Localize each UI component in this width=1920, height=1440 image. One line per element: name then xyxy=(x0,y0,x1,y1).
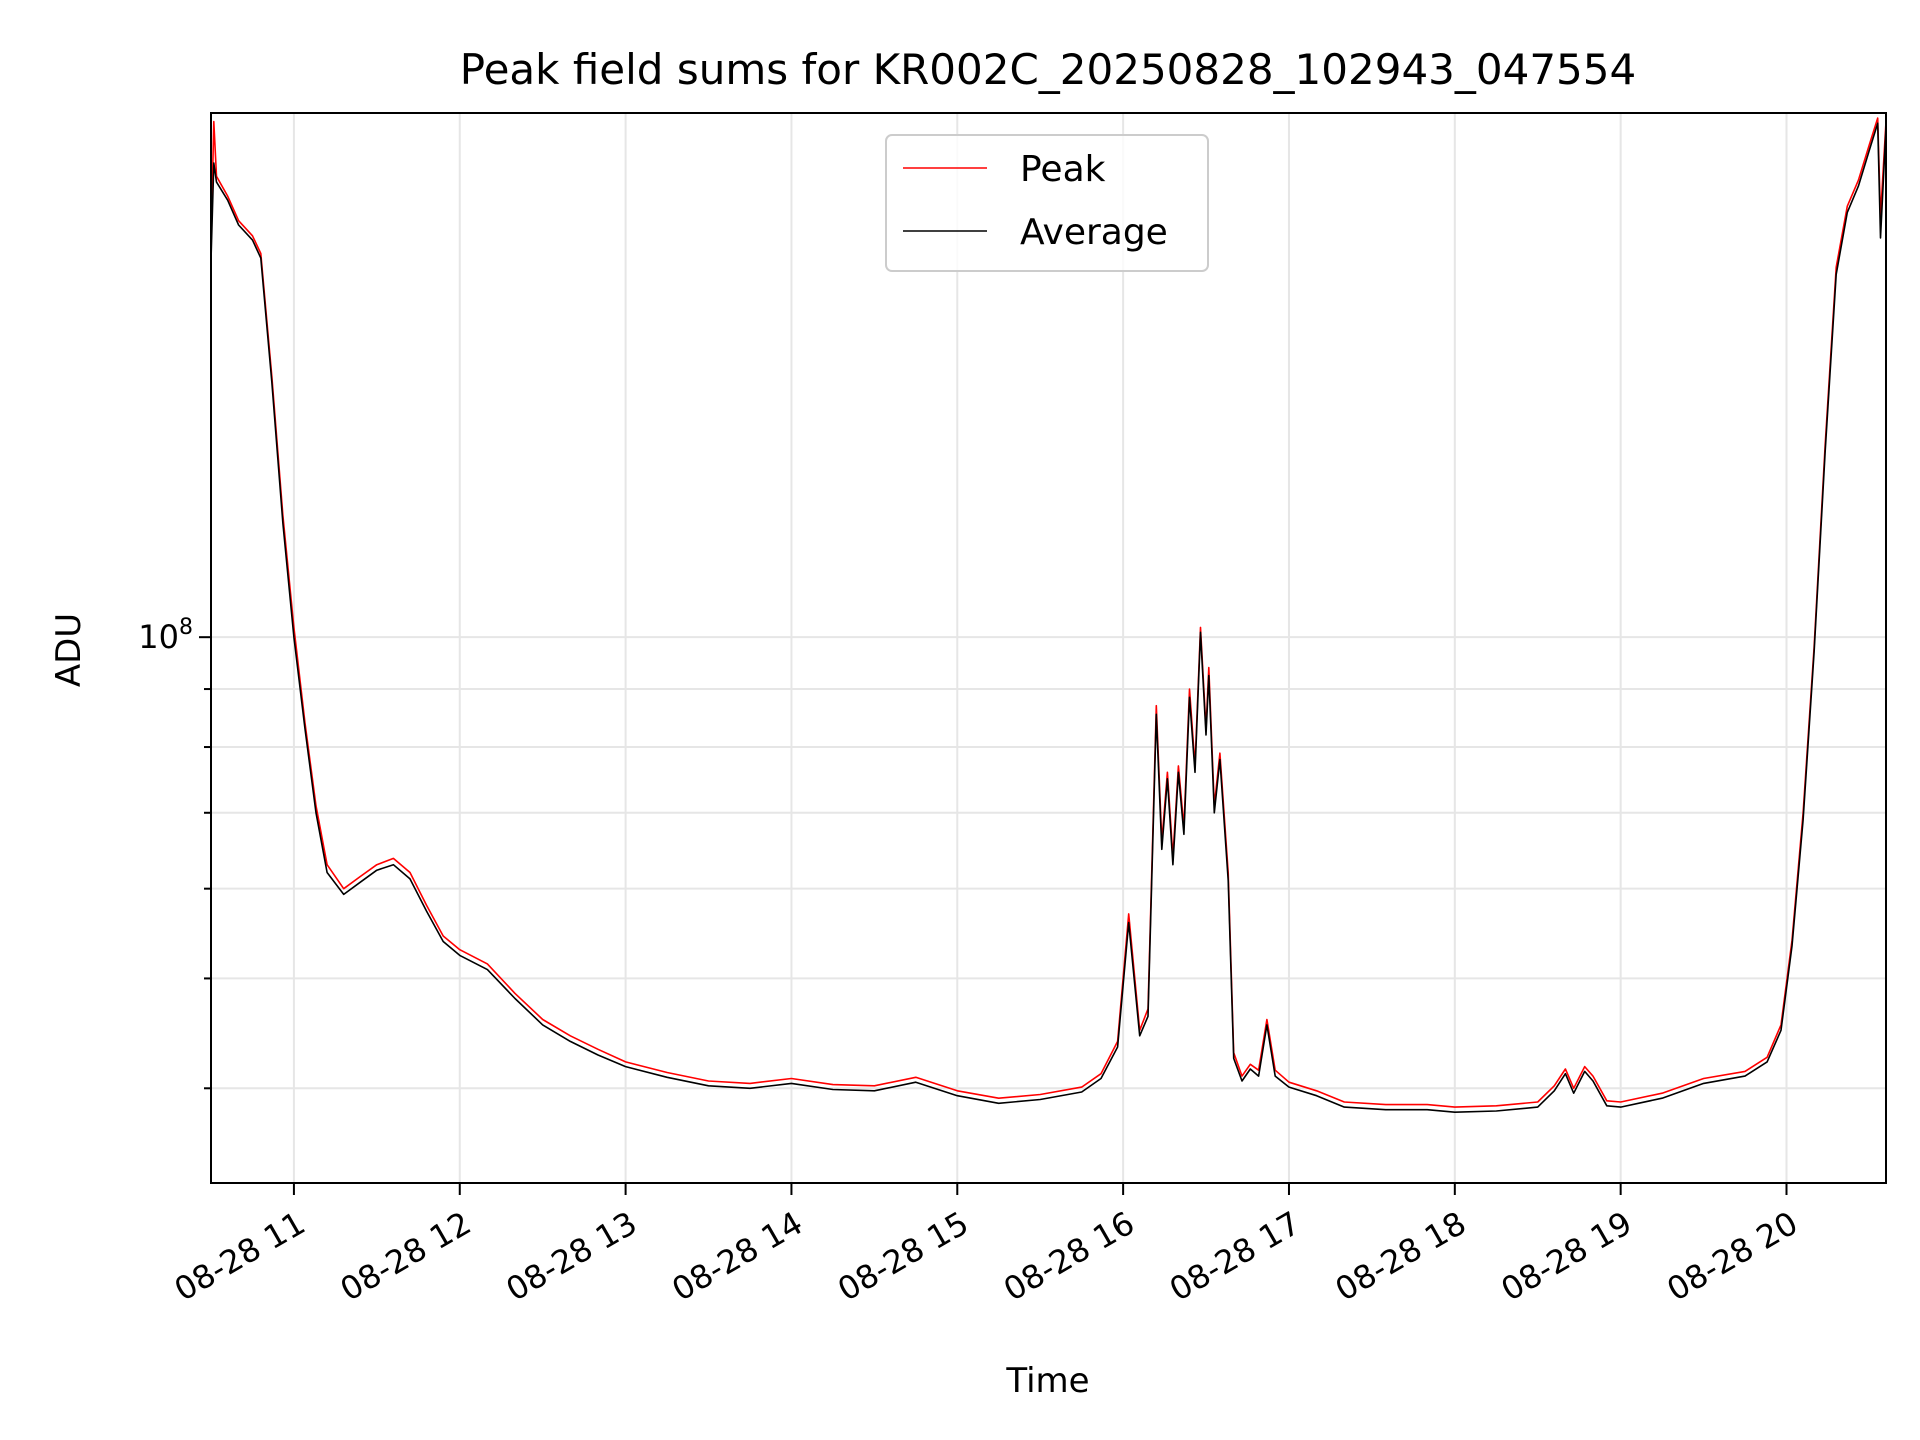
legend-label-average: Average xyxy=(1020,212,1168,253)
chart-title: Peak field sums for KR002C_20250828_1029… xyxy=(460,45,1636,94)
y-axis-ticks: 108 xyxy=(138,615,211,1090)
x-tick-label-9: 08-28 20 xyxy=(1661,1204,1805,1309)
series-line-average xyxy=(210,122,1887,1113)
gridlines xyxy=(211,113,1886,1183)
x-axis-label: Time xyxy=(1005,1361,1089,1401)
series-lines xyxy=(210,117,1887,1113)
x-tick-label-6: 08-28 17 xyxy=(1163,1204,1307,1309)
x-tick-label-8: 08-28 19 xyxy=(1495,1204,1639,1309)
x-tick-label-0: 08-28 11 xyxy=(168,1204,312,1309)
legend-label-peak: Peak xyxy=(1020,149,1106,190)
x-tick-label-7: 08-28 18 xyxy=(1329,1204,1473,1309)
legend-box xyxy=(885,134,1209,272)
x-axis-ticks: 08-28 11 08-28 12 08-28 13 08-28 14 08-28 15… xyxy=(168,1183,1804,1309)
x-tick-label-4: 08-28 15 xyxy=(831,1204,975,1309)
legend: Peak Average xyxy=(885,134,1209,272)
plot-frame xyxy=(210,112,1887,1184)
y-tick-label-major: 108 xyxy=(138,615,193,656)
x-tick-label-1: 08-28 12 xyxy=(334,1204,478,1309)
x-tick-label-2: 08-28 13 xyxy=(500,1204,644,1309)
y-axis-label: ADU xyxy=(49,613,89,687)
x-tick-label-3: 08-28 14 xyxy=(665,1204,809,1309)
x-tick-label-5: 08-28 16 xyxy=(997,1204,1141,1309)
